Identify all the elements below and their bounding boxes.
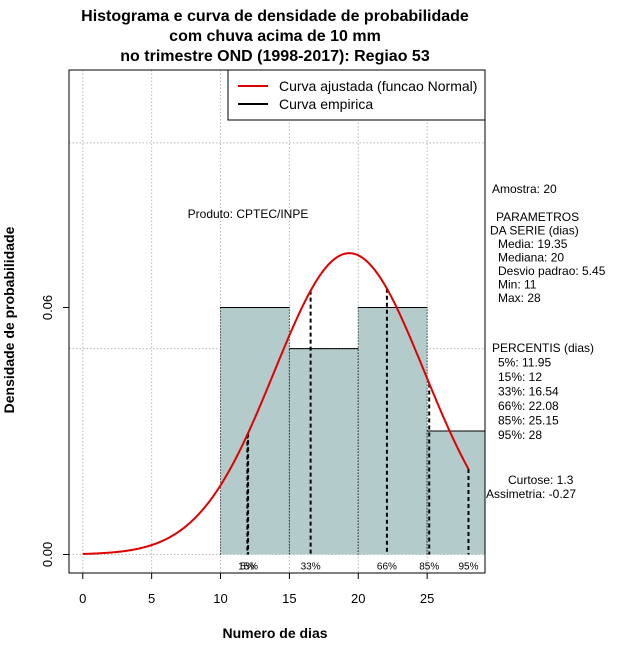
x-axis-title: Numero de dias (222, 625, 327, 641)
normal-curve-layer (82, 252, 470, 555)
product-label: Produto: CPTEC/INPE (188, 207, 309, 221)
histogram-bar-0 (220, 307, 290, 555)
legend-box (227, 69, 486, 121)
parametros-line-3: Mediana: 20 (498, 251, 564, 265)
histogram-bar-outline-2 (357, 307, 428, 555)
x-tick-label-2: 10 (213, 591, 227, 606)
legend-label-1: Curva empirica (279, 96, 373, 112)
histogram-bar-1 (289, 348, 359, 555)
percentis-line-4: 66%: 22.08 (498, 399, 559, 413)
parametros-line-0: PARAMETROS (496, 210, 579, 224)
chart-title-line-1: Histograma e curva de densidade de proba… (81, 8, 469, 25)
percentile-label-2: 33% (301, 561, 321, 572)
x-tick-label-0: 0 (79, 591, 86, 606)
histogram-bars (220, 307, 486, 555)
percentis-line-0: PERCENTIS (dias) (492, 341, 594, 355)
histogram-bar-3 (427, 430, 485, 555)
kurtosis-text: Curtose: 1.3 (508, 473, 574, 487)
percentile-label-0: 5% (240, 561, 255, 572)
percentis-line-1: 5%: 11.95 (498, 356, 551, 370)
percentile-lines: 5%15% 33% 66% 85% 95% (238, 288, 479, 572)
percentile-label-4: 85% (419, 561, 439, 572)
y-tick-label-1: 0.06 (40, 295, 55, 320)
x-tick-label-5: 25 (420, 591, 434, 606)
y-tick-label-0: 0.00 (40, 542, 55, 567)
percentis-line-6: 95%: 28 (498, 428, 542, 442)
histogram-bar-outline-0 (220, 307, 290, 555)
x-tick-label-4: 20 (351, 591, 365, 606)
normal-fit-curve (82, 252, 470, 555)
parametros-line-5: Min: 11 (498, 278, 537, 292)
histogram-bar-2 (358, 307, 428, 555)
legend: Curva ajustada (funcao Normal) Curva empi… (227, 69, 486, 121)
y-axis-title: Densidade de probabilidade (1, 226, 17, 413)
parametros-line-4: Desvio padrao: 5.45 (498, 264, 606, 278)
percentile-label-3: 66% (377, 561, 397, 572)
chart-title-line-2: com chuva acima de 10 mm (169, 28, 381, 45)
x-tick-label-1: 5 (148, 591, 155, 606)
parametros-line-1: DA SERIE (dias) (490, 224, 579, 238)
skewness-text: Assimetria: -0.27 (486, 487, 576, 501)
percentile-label-1: 15% (238, 561, 258, 572)
percentile-label-5: 95% (458, 561, 478, 572)
legend-label-0: Curva ajustada (funcao Normal) (279, 78, 477, 94)
sample-size: Amostra: 20 (492, 182, 557, 196)
parametros-line-6: Max: 28 (498, 291, 541, 305)
statistics-text: Produto: CPTEC/INPE Amostra: 20 PARAMETROS… (188, 182, 606, 501)
percentis-line-2: 15%: 12 (498, 370, 542, 384)
parametros-line-2: Media: 19.35 (498, 237, 568, 251)
x-tick-label-3: 15 (282, 591, 296, 606)
percentis-line-3: 33%: 16.54 (498, 385, 559, 399)
chart-title-line-3: no trimestre OND (1998-2017): Regiao 53 (120, 48, 430, 65)
percentis-line-5: 85%: 25.15 (498, 414, 559, 428)
